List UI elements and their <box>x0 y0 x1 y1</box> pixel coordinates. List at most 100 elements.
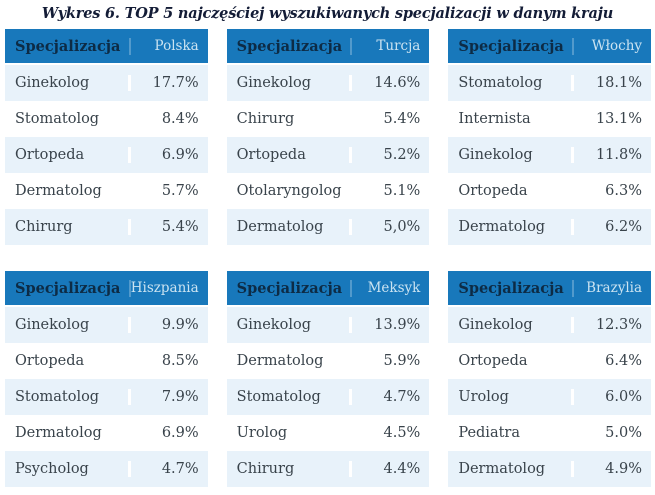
specialization-value: 7.9% <box>161 389 199 405</box>
specialization-name: Ortopeda <box>448 353 574 369</box>
specialization-name: Pediatra <box>448 425 574 441</box>
country-label: Włochy <box>591 38 643 54</box>
table-row: Ortopeda 5.2% <box>226 137 430 173</box>
specialization-value: 4.7% <box>383 389 421 405</box>
specialization-value: 18.1% <box>595 75 643 91</box>
specialization-value: 5.2% <box>383 147 421 163</box>
tables-row-top: Specjalizacja Polska Ginekolog 17.7% Sto… <box>5 29 652 245</box>
specialization-value: 13.9% <box>374 317 421 333</box>
specialization-value: 5.4% <box>383 111 421 127</box>
specialization-name: Otolaryngolog <box>227 183 353 199</box>
specialization-value: 4.4% <box>383 461 421 477</box>
table-row: Ortopeda 8.5% <box>5 343 208 379</box>
tables-grid: Specjalizacja Polska Ginekolog 17.7% Sto… <box>0 29 655 487</box>
specialization-name: Dermatolog <box>448 461 574 477</box>
specialization-value: 6.2% <box>605 219 643 235</box>
specialization-name: Urolog <box>448 389 574 405</box>
specialization-name: Ginekolog <box>5 75 131 91</box>
country-table-meksyk: Specjalizacja Meksyk Ginekolog 13.9% Der… <box>226 271 430 487</box>
table-row: Dermatolog 5.7% <box>5 173 208 209</box>
specialization-value: 8.4% <box>161 111 199 127</box>
country-table-turcja: Specjalizacja Turcja Ginekolog 14.6% Chi… <box>226 29 430 245</box>
specialization-value: 12.3% <box>595 317 643 333</box>
specialization-name: Stomatolog <box>227 389 353 405</box>
specialization-value: 5.4% <box>161 219 199 235</box>
specialization-value: 6.4% <box>605 353 643 369</box>
specialization-name: Ginekolog <box>227 317 353 333</box>
specialization-value: 5.1% <box>383 183 421 199</box>
table-row: Dermatolog 6.2% <box>448 209 652 245</box>
specialization-name: Ginekolog <box>227 75 353 91</box>
column-header-label: Specjalizacja <box>5 37 131 55</box>
specialization-value: 14.6% <box>374 75 421 91</box>
specialization-name: Ortopeda <box>227 147 353 163</box>
specialization-value: 5.0% <box>605 425 643 441</box>
table-header: Specjalizacja Polska <box>5 29 208 65</box>
table-row: Urolog 6.0% <box>448 379 652 415</box>
specialization-value: 11.8% <box>595 147 643 163</box>
table-row: Stomatolog 18.1% <box>448 65 652 101</box>
country-table-hiszpania: Specjalizacja Hiszpania Ginekolog 9.9% O… <box>5 271 208 487</box>
table-body: Ginekolog 14.6% Chirurg 5.4% Ortopeda 5.… <box>226 65 430 245</box>
table-row: Ortopeda 6.3% <box>448 173 652 209</box>
specialization-name: Urolog <box>227 425 353 441</box>
table-row: Ginekolog 12.3% <box>448 307 652 343</box>
specialization-name: Ortopeda <box>448 183 574 199</box>
table-row: Ginekolog 9.9% <box>5 307 208 343</box>
table-row: Stomatolog 7.9% <box>5 379 208 415</box>
specialization-name: Psycholog <box>5 461 131 477</box>
specialization-name: Ginekolog <box>5 317 131 333</box>
column-header-label: Specjalizacja <box>448 37 574 55</box>
specialization-value: 9.9% <box>161 317 199 333</box>
table-row: Stomatolog 4.7% <box>226 379 430 415</box>
specialization-value: 4.5% <box>383 425 421 441</box>
specialization-value: 13.1% <box>595 111 643 127</box>
specialization-name: Chirurg <box>5 219 131 235</box>
table-row: Ortopeda 6.4% <box>448 343 652 379</box>
specialization-name: Chirurg <box>227 111 353 127</box>
table-row: Internista 13.1% <box>448 101 652 137</box>
specialization-name: Ginekolog <box>448 317 574 333</box>
table-row: Chirurg 5.4% <box>226 101 430 137</box>
specialization-value: 6.3% <box>605 183 643 199</box>
tables-row-bottom: Specjalizacja Hiszpania Ginekolog 9.9% O… <box>5 271 652 487</box>
table-body: Ginekolog 17.7% Stomatolog 8.4% Ortopeda… <box>5 65 208 245</box>
table-row: Dermatolog 6.9% <box>5 415 208 451</box>
table-row: Pediatra 5.0% <box>448 415 652 451</box>
specialization-value: 8.5% <box>161 353 199 369</box>
column-header-label: Specjalizacja <box>227 279 353 297</box>
specialization-name: Ginekolog <box>448 147 574 163</box>
specialization-name: Dermatolog <box>227 353 353 369</box>
specialization-name: Ortopeda <box>5 147 131 163</box>
specialization-value: 6.9% <box>161 425 199 441</box>
page-title: Wykres 6. TOP 5 najczęściej wyszukiwanyc… <box>41 5 614 22</box>
table-row: Dermatolog 5,0% <box>226 209 430 245</box>
specialization-value: 5.9% <box>383 353 421 369</box>
column-header-label: Specjalizacja <box>448 279 574 297</box>
specialization-name: Dermatolog <box>5 183 131 199</box>
table-row: Ortopeda 6.9% <box>5 137 208 173</box>
table-header: Specjalizacja Brazylia <box>448 271 652 307</box>
country-label: Meksyk <box>367 280 421 296</box>
table-body: Ginekolog 13.9% Dermatolog 5.9% Stomatol… <box>226 307 430 487</box>
specialization-value: 5.7% <box>161 183 199 199</box>
table-row: Dermatolog 5.9% <box>226 343 430 379</box>
table-body: Ginekolog 12.3% Ortopeda 6.4% Urolog 6.0… <box>448 307 652 487</box>
country-table-włochy: Specjalizacja Włochy Stomatolog 18.1% In… <box>448 29 652 245</box>
specialization-name: Internista <box>448 111 574 127</box>
country-label: Turcja <box>376 38 421 54</box>
country-table-brazylia: Specjalizacja Brazylia Ginekolog 12.3% O… <box>448 271 652 487</box>
specialization-value: 4.7% <box>161 461 199 477</box>
country-label: Brazylia <box>586 280 643 296</box>
table-row: Chirurg 5.4% <box>5 209 208 245</box>
table-header: Specjalizacja Hiszpania <box>5 271 208 307</box>
table-header: Specjalizacja Włochy <box>448 29 652 65</box>
table-row: Ginekolog 11.8% <box>448 137 652 173</box>
specialization-name: Ortopeda <box>5 353 131 369</box>
specialization-name: Stomatolog <box>448 75 574 91</box>
table-row: Ginekolog 17.7% <box>5 65 208 101</box>
table-row: Chirurg 4.4% <box>226 451 430 487</box>
table-header: Specjalizacja Meksyk <box>226 271 430 307</box>
table-row: Urolog 4.5% <box>226 415 430 451</box>
table-row: Dermatolog 4.9% <box>448 451 652 487</box>
